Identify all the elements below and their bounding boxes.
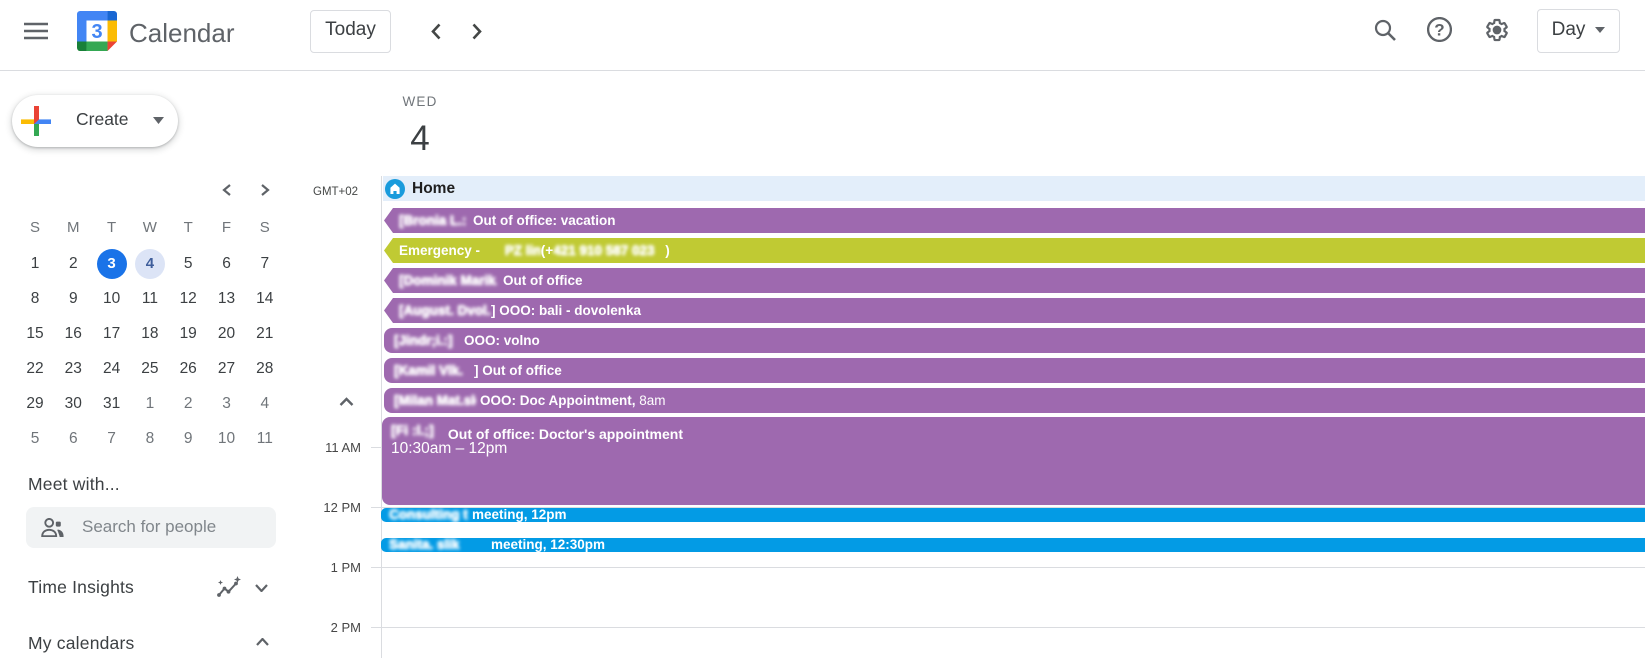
svg-text:3: 3 bbox=[91, 21, 102, 43]
svg-text:?: ? bbox=[1434, 21, 1444, 40]
